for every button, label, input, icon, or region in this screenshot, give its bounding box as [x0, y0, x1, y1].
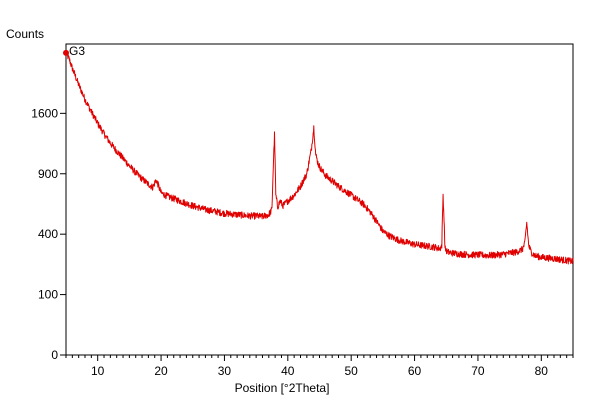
series-label: G3 — [69, 44, 85, 58]
y-tick-label: 0 — [51, 348, 58, 362]
y-axis-ticks: 0 100 400 900 1600 — [31, 106, 66, 362]
y-tick-label: 100 — [38, 288, 58, 302]
x-tick-label: 20 — [154, 364, 168, 378]
y-tick-label: 900 — [38, 167, 58, 181]
x-tick-label: 70 — [471, 364, 485, 378]
x-tick-label: 40 — [281, 364, 295, 378]
x-axis-title: Position [°2Theta] — [235, 381, 330, 395]
x-tick-label: 60 — [408, 364, 422, 378]
series-line-g3 — [65, 50, 574, 265]
x-tick-label: 10 — [91, 364, 105, 378]
y-tick-label: 400 — [38, 227, 58, 241]
x-minor-ticks — [65, 355, 574, 358]
plot-frame — [65, 43, 574, 356]
x-tick-label: 80 — [535, 364, 549, 378]
x-tick-label: 50 — [345, 364, 359, 378]
y-axis-title: Counts — [6, 27, 44, 41]
y-tick-label: 1600 — [31, 106, 58, 120]
series-start-marker — [63, 49, 69, 56]
x-axis-ticks: 10 20 30 40 50 60 70 80 — [91, 355, 548, 378]
x-tick-label: 30 — [218, 364, 232, 378]
